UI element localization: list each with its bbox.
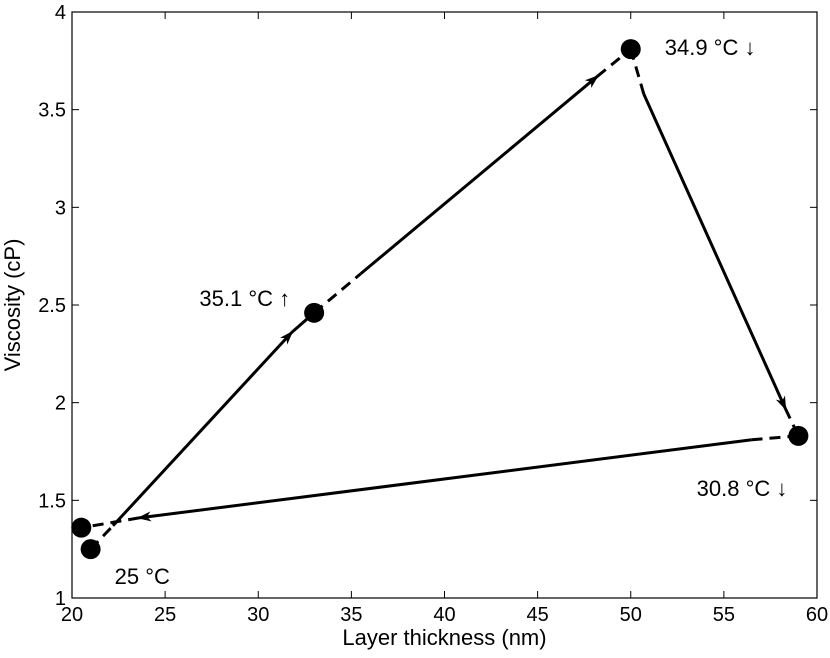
data-path bbox=[81, 47, 800, 551]
point-labels: 25 °C 35.1 °C ↑ 34.9 °C ↓ 30.8 °C ↓ bbox=[115, 35, 788, 589]
x-tick-label: 40 bbox=[433, 604, 455, 626]
point-label: 34.9 °C ↓ bbox=[665, 35, 756, 60]
y-tick-label: 3 bbox=[55, 197, 66, 219]
data-points bbox=[71, 39, 809, 560]
x-tick-label: 60 bbox=[806, 604, 828, 626]
y-tick-label: 3.5 bbox=[38, 100, 66, 122]
path-arrow-segment bbox=[137, 438, 753, 522]
x-tick-label: 30 bbox=[247, 604, 269, 626]
x-tick-label: 25 bbox=[154, 604, 176, 626]
data-point bbox=[304, 302, 325, 323]
data-point bbox=[788, 425, 809, 446]
x-tick-label: 55 bbox=[713, 604, 735, 626]
data-point bbox=[80, 539, 101, 560]
y-tick-label: 1.5 bbox=[38, 490, 66, 512]
data-point bbox=[620, 39, 641, 60]
path-arrow-segment bbox=[642, 93, 787, 411]
axis-ticks: 20 25 30 35 40 45 50 55 60 1 1.5 2 2.5 3 3.5 4 bbox=[38, 2, 828, 626]
path-arrow-segment bbox=[111, 330, 294, 527]
path-arrow-segment bbox=[359, 75, 599, 275]
path-segment bbox=[313, 272, 362, 314]
point-label: 35.1 °C ↑ bbox=[199, 286, 290, 311]
point-label: 30.8 °C ↓ bbox=[697, 476, 788, 501]
y-tick-label: 2 bbox=[55, 393, 66, 415]
x-tick-label: 20 bbox=[61, 604, 83, 626]
point-label: 25 °C bbox=[115, 564, 170, 589]
y-tick-label: 1 bbox=[55, 588, 66, 610]
y-tick-label: 2.5 bbox=[38, 295, 66, 317]
plot-area-frame bbox=[71, 11, 818, 599]
x-tick-label: 50 bbox=[620, 604, 642, 626]
path-segment bbox=[81, 516, 140, 530]
x-tick-label: 45 bbox=[527, 604, 549, 626]
x-tick-label: 35 bbox=[340, 604, 362, 626]
data-point bbox=[71, 517, 92, 538]
y-axis-title: Viscosity (cP) bbox=[0, 239, 25, 372]
x-axis-title: Layer thickness (nm) bbox=[342, 625, 546, 650]
y-tick-label: 4 bbox=[55, 2, 66, 24]
